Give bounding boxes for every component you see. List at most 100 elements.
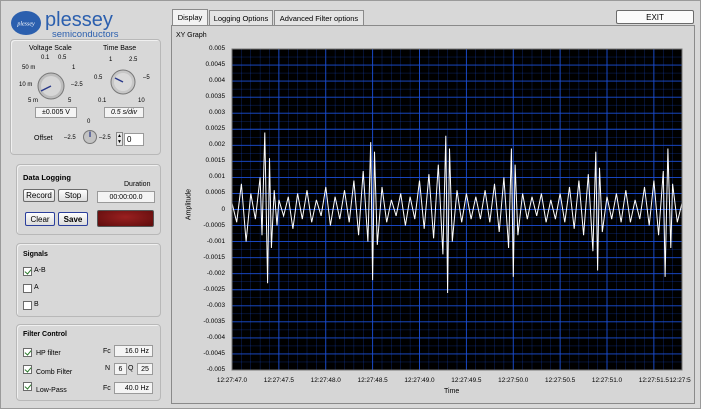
save-button[interactable]: Save — [58, 212, 88, 226]
exit-button[interactable]: EXIT — [616, 10, 694, 24]
signal-b-label: B — [34, 301, 39, 308]
time-base-knob[interactable] — [106, 67, 140, 97]
comb-q-input[interactable]: 25 — [137, 363, 153, 375]
hp-fc-label: Fc — [103, 348, 111, 355]
y-tick-label: 0.0045 — [205, 61, 225, 69]
logo-sub: semiconductors — [52, 29, 119, 39]
comb-n-label: N — [105, 365, 111, 372]
offset-tick-0: 0 — [87, 119, 91, 125]
y-tick-label: -0.0005 — [203, 221, 225, 229]
x-tick-label: 12:27:47.0 — [216, 377, 248, 384]
x-tick-label: 12:27:51.5 — [638, 377, 669, 384]
y-tick-label: -0.0035 — [203, 317, 225, 325]
vs-tick-1: 0.5 — [58, 55, 67, 61]
y-tick-label: -0.0015 — [203, 253, 225, 261]
y-tick-label: 0.002 — [209, 141, 225, 149]
plessey-logo-mark: plessey plessey semiconductors — [11, 9, 119, 40]
clear-button[interactable]: Clear — [25, 212, 55, 226]
offset-stepper[interactable]: ▲ ▼ — [116, 132, 123, 146]
voltage-scale-label: Voltage Scale — [29, 45, 72, 52]
tab-display[interactable]: Display — [172, 9, 208, 25]
y-tick-label: 0.005 — [209, 45, 225, 52]
tab-advanced-filter-options[interactable]: Advanced Filter options — [274, 10, 364, 25]
x-tick-label: 12:27:49.0 — [404, 377, 435, 384]
x-tick-label: 12:27:47.5 — [263, 377, 294, 384]
tb-tick-0: 1 — [109, 57, 113, 63]
lowpass-fc-label: Fc — [103, 385, 111, 392]
y-tick-label: -0.004 — [206, 333, 225, 341]
y-tick-label: -0.005 — [206, 366, 225, 373]
y-tick-label: 0.004 — [209, 77, 225, 85]
comb-filter-label: Comb Filter — [36, 369, 73, 376]
offset-tick-1: –2.5 — [64, 135, 76, 141]
vs-tick-2: 1 — [72, 65, 76, 71]
filter-control-title: Filter Control — [23, 331, 67, 338]
hp-fc-input[interactable]: 16.0 Hz — [114, 345, 153, 357]
x-tick-label: 12:27:50.5 — [545, 377, 576, 384]
logo-emblem-text: plessey — [16, 22, 35, 28]
offset-input[interactable]: 0 — [124, 133, 144, 146]
logo-name: plessey — [45, 9, 113, 31]
y-tick-label: 0.003 — [209, 109, 225, 117]
y-tick-label: 0.001 — [209, 173, 225, 181]
vs-tick-0: 0.1 — [41, 55, 50, 61]
vs-tick-6: 5 m — [28, 98, 39, 104]
plot-border — [231, 48, 683, 371]
signals-title: Signals — [23, 251, 48, 258]
tab-logging-options[interactable]: Logging Options — [209, 10, 273, 25]
signal-a-checkbox[interactable] — [23, 284, 32, 293]
time-base-value[interactable]: 0.5 s/div — [104, 107, 144, 118]
signal-a-label: A — [34, 284, 39, 291]
tb-tick-3: –5 — [143, 75, 150, 81]
tb-tick-5: 10 — [138, 98, 145, 104]
duration-label: Duration — [124, 181, 151, 188]
signals-panel — [16, 243, 161, 317]
data-logging-title: Data Logging — [23, 173, 71, 182]
y-tick-label: -0.0025 — [203, 285, 225, 293]
tb-tick-1: 2.5 — [129, 57, 138, 63]
logging-status-indicator — [97, 210, 154, 227]
vs-tick-7: 5 — [68, 98, 72, 104]
y-tick-label: 0.0015 — [205, 157, 225, 165]
y-tick-label: 0.0005 — [205, 189, 225, 197]
plessey-logo: plessey plessey semiconductors — [9, 7, 159, 40]
lowpass-fc-input[interactable]: 40.0 Hz — [114, 382, 153, 394]
x-tick-label: 12:27:50.0 — [498, 377, 529, 384]
comb-q-label: Q — [128, 365, 134, 372]
time-base-label: Time Base — [103, 45, 137, 52]
comb-n-input[interactable]: 6 — [114, 363, 127, 375]
vs-tick-4: 10 m — [19, 82, 33, 88]
offset-tick-2: –2.5 — [99, 135, 111, 141]
x-tick-label: 12:27:51.0 — [591, 377, 623, 384]
hp-filter-checkbox[interactable] — [23, 348, 32, 357]
y-tick-label: -0.003 — [206, 301, 225, 309]
stop-button[interactable]: Stop — [58, 189, 88, 202]
signal-a-b-label: A-B — [34, 267, 46, 274]
y-tick-label: 0.0025 — [205, 125, 225, 133]
xy-graph-label: XY Graph — [176, 32, 207, 39]
signal-b-checkbox[interactable] — [23, 301, 32, 310]
record-button[interactable]: Record — [23, 189, 55, 202]
y-tick-label: -0.002 — [206, 269, 225, 277]
signal-a-b-checkbox[interactable] — [23, 267, 32, 276]
y-tick-label: 0 — [221, 205, 225, 213]
y-tick-label: -0.001 — [206, 237, 225, 245]
tb-tick-2: 0.5 — [94, 75, 103, 81]
voltage-scale-knob[interactable] — [33, 71, 73, 103]
lowpass-checkbox[interactable] — [23, 382, 32, 391]
lowpass-label: Low-Pass — [36, 387, 67, 394]
x-tick-label: 12:27:49.5 — [451, 377, 482, 384]
comb-filter-checkbox[interactable] — [23, 365, 32, 374]
signal-trace — [231, 132, 683, 294]
x-axis-label: Time — [444, 388, 460, 395]
stepper-down-icon[interactable]: ▼ — [117, 139, 122, 145]
voltage-scale-value[interactable]: ±0.005 V — [35, 107, 77, 118]
x-tick-label: 12:27:48.0 — [310, 377, 341, 384]
offset-knob[interactable] — [82, 129, 98, 145]
vs-tick-5: –2.5 — [71, 82, 83, 88]
vs-tick-3: 50 m — [22, 65, 36, 71]
x-tick-label: 12:27:48.5 — [357, 377, 388, 384]
stepper-up-icon[interactable]: ▲ — [117, 133, 122, 139]
